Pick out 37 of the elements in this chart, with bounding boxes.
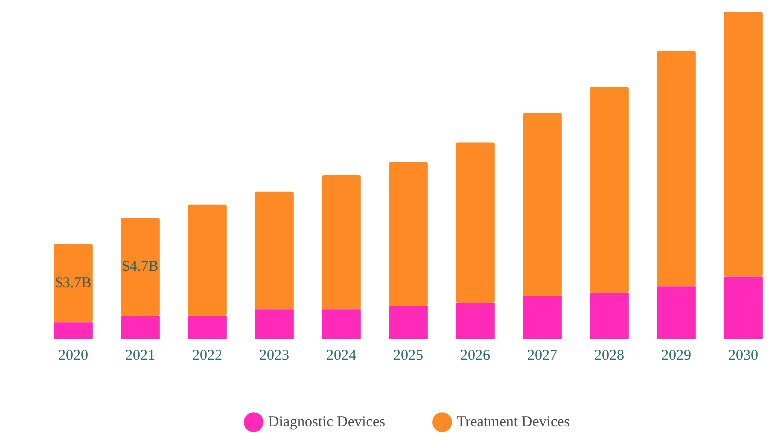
- bar: [322, 310, 361, 339]
- bar: [523, 296, 562, 339]
- bar: [523, 113, 562, 296]
- x-tick-label: 2020: [58, 348, 88, 364]
- bar: [322, 176, 361, 310]
- bar: [121, 218, 160, 316]
- x-tick-label: 2021: [126, 348, 156, 364]
- bar: [590, 293, 629, 339]
- bar: [121, 316, 160, 339]
- x-tick-label: 2028: [594, 348, 624, 364]
- bar: [54, 244, 93, 323]
- bar: [657, 286, 696, 339]
- x-tick-label: 2030: [728, 348, 758, 364]
- x-tick-label: 2026: [460, 348, 491, 364]
- bar: [255, 192, 294, 310]
- bar: [456, 303, 495, 339]
- bar: [389, 306, 428, 339]
- bar: [724, 12, 763, 277]
- x-tick-label: 2027: [528, 348, 558, 364]
- x-tick-label: 2023: [260, 348, 290, 364]
- annotation: $4.7B: [122, 258, 159, 275]
- x-tick-label: 2025: [394, 348, 424, 364]
- bar: [456, 142, 495, 304]
- bar: [724, 276, 763, 339]
- bar: [255, 310, 294, 339]
- bar: [188, 316, 227, 339]
- x-tick-label: 2029: [662, 348, 692, 364]
- legend-label: Treatment Devices: [456, 414, 570, 430]
- bar: [54, 322, 93, 339]
- x-tick-label: 2022: [192, 348, 222, 364]
- x-tick-label: 2024: [326, 348, 357, 364]
- bar: [590, 87, 629, 294]
- bar: [657, 51, 696, 287]
- legend-label: Diagnostic Devices: [268, 414, 386, 430]
- annotation: $3.7B: [55, 275, 92, 292]
- bar: [389, 162, 428, 306]
- bar: [188, 204, 227, 316]
